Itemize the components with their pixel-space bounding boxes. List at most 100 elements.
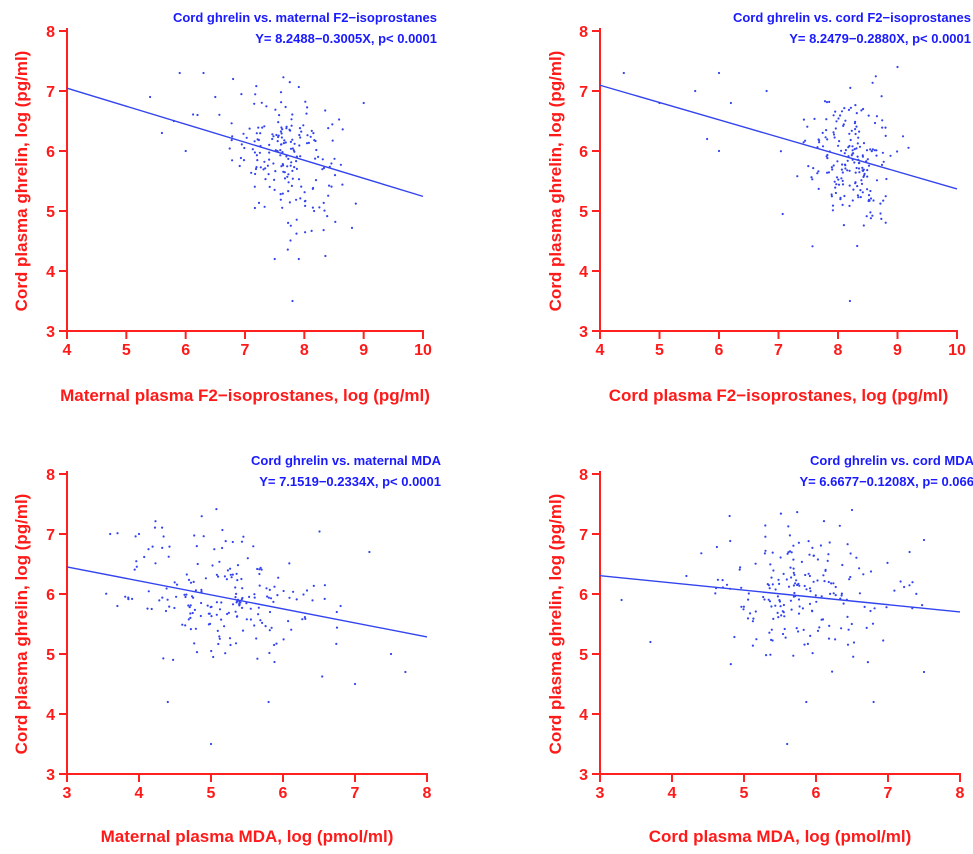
y-axis-label: Cord plasma ghrelin, log (pg/ml)	[546, 51, 565, 312]
x-tick-label: 5	[122, 342, 131, 359]
data-point	[242, 133, 244, 135]
data-point	[833, 592, 835, 594]
data-point	[231, 576, 233, 578]
data-point	[868, 199, 870, 201]
data-point	[306, 134, 308, 136]
data-point	[849, 87, 851, 89]
data-point	[299, 197, 301, 199]
data-point	[880, 218, 882, 220]
data-point	[143, 556, 145, 558]
data-point	[649, 641, 651, 643]
data-point	[290, 165, 292, 167]
data-point	[256, 159, 258, 161]
data-point	[862, 108, 864, 110]
data-point	[832, 205, 834, 207]
data-point	[817, 558, 819, 560]
data-point	[840, 177, 842, 179]
data-point	[279, 149, 281, 151]
data-point	[287, 190, 289, 192]
data-point	[813, 118, 815, 120]
data-point	[834, 638, 836, 640]
data-point	[859, 592, 861, 594]
panel-title: Cord ghrelin vs. cord MDA	[810, 453, 973, 468]
data-point	[861, 167, 863, 169]
data-point	[869, 211, 871, 213]
data-point	[232, 574, 234, 576]
data-point	[238, 603, 240, 605]
data-point	[915, 593, 917, 595]
data-point	[872, 199, 874, 201]
data-point	[289, 239, 291, 241]
data-point	[783, 615, 785, 617]
data-point	[815, 594, 817, 596]
data-point	[154, 562, 156, 564]
x-tick-label: 10	[948, 342, 966, 359]
data-point	[293, 166, 295, 168]
data-point	[287, 173, 289, 175]
data-point	[881, 164, 883, 166]
data-point	[148, 590, 150, 592]
data-point	[798, 542, 800, 544]
data-point	[872, 82, 874, 84]
data-point	[777, 612, 779, 614]
data-point	[271, 133, 273, 135]
data-point	[293, 149, 295, 151]
data-point	[306, 589, 308, 591]
data-point	[331, 123, 333, 125]
data-point	[327, 127, 329, 129]
data-point	[793, 592, 795, 594]
data-point	[258, 202, 260, 204]
data-point	[192, 113, 194, 115]
data-point	[332, 140, 334, 142]
data-point	[809, 587, 811, 589]
data-point	[216, 574, 218, 576]
data-point	[872, 623, 874, 625]
data-point	[236, 573, 238, 575]
data-point	[833, 133, 835, 135]
data-point	[214, 96, 216, 98]
data-point	[219, 608, 221, 610]
data-point	[854, 182, 856, 184]
data-point	[813, 555, 815, 557]
data-point	[902, 135, 904, 137]
data-point	[858, 167, 860, 169]
data-point	[716, 546, 718, 548]
data-point	[338, 118, 340, 120]
data-point	[871, 215, 873, 217]
data-point	[848, 578, 850, 580]
data-point	[334, 221, 336, 223]
data-point	[272, 601, 274, 603]
data-point	[336, 611, 338, 613]
data-point	[752, 618, 754, 620]
data-point	[154, 520, 156, 522]
data-point	[825, 118, 827, 120]
data-point	[290, 161, 292, 163]
data-point	[785, 637, 787, 639]
data-point	[273, 644, 275, 646]
data-point	[242, 536, 244, 538]
data-point	[874, 149, 876, 151]
regression-equation: Y= 7.1519−0.2334X, p< 0.0001	[259, 474, 441, 489]
y-tick-label: 7	[579, 527, 588, 544]
data-point	[802, 607, 804, 609]
data-point	[256, 658, 258, 660]
data-point	[154, 527, 156, 529]
data-point	[291, 125, 293, 127]
data-point	[351, 227, 353, 229]
data-point	[288, 562, 290, 564]
data-point	[841, 594, 843, 596]
data-point	[179, 72, 181, 74]
data-point	[136, 566, 138, 568]
data-point	[290, 141, 292, 143]
data-point	[855, 172, 857, 174]
y-tick-label: 8	[46, 467, 55, 484]
data-point	[211, 564, 213, 566]
data-point	[844, 164, 846, 166]
data-point	[793, 568, 795, 570]
data-point	[218, 561, 220, 563]
data-point	[168, 556, 170, 558]
data-point	[209, 623, 211, 625]
data-point	[861, 183, 863, 185]
data-point	[336, 627, 338, 629]
